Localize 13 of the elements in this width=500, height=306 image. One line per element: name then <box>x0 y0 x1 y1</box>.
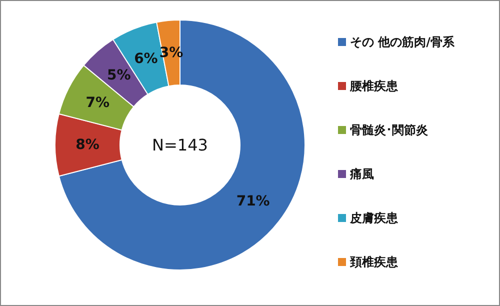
data-label: 8% <box>76 137 100 153</box>
data-label: 71% <box>236 194 270 210</box>
donut-slice <box>58 20 306 270</box>
legend-label: 腰椎疾患 <box>349 79 399 93</box>
legend-label: 痛風 <box>349 167 374 181</box>
legend-label: 皮膚疾患 <box>349 211 399 225</box>
text: N=143 <box>152 136 208 154</box>
legend-label: 骨髄炎･関節炎 <box>350 123 429 137</box>
data-label: 7% <box>86 95 110 112</box>
legend-label: 頚椎疾患 <box>349 255 399 269</box>
legend-label: その 他の筋肉/骨系 <box>350 35 456 49</box>
data-label: 5% <box>106 68 131 84</box>
data-label: 6% <box>134 50 158 67</box>
